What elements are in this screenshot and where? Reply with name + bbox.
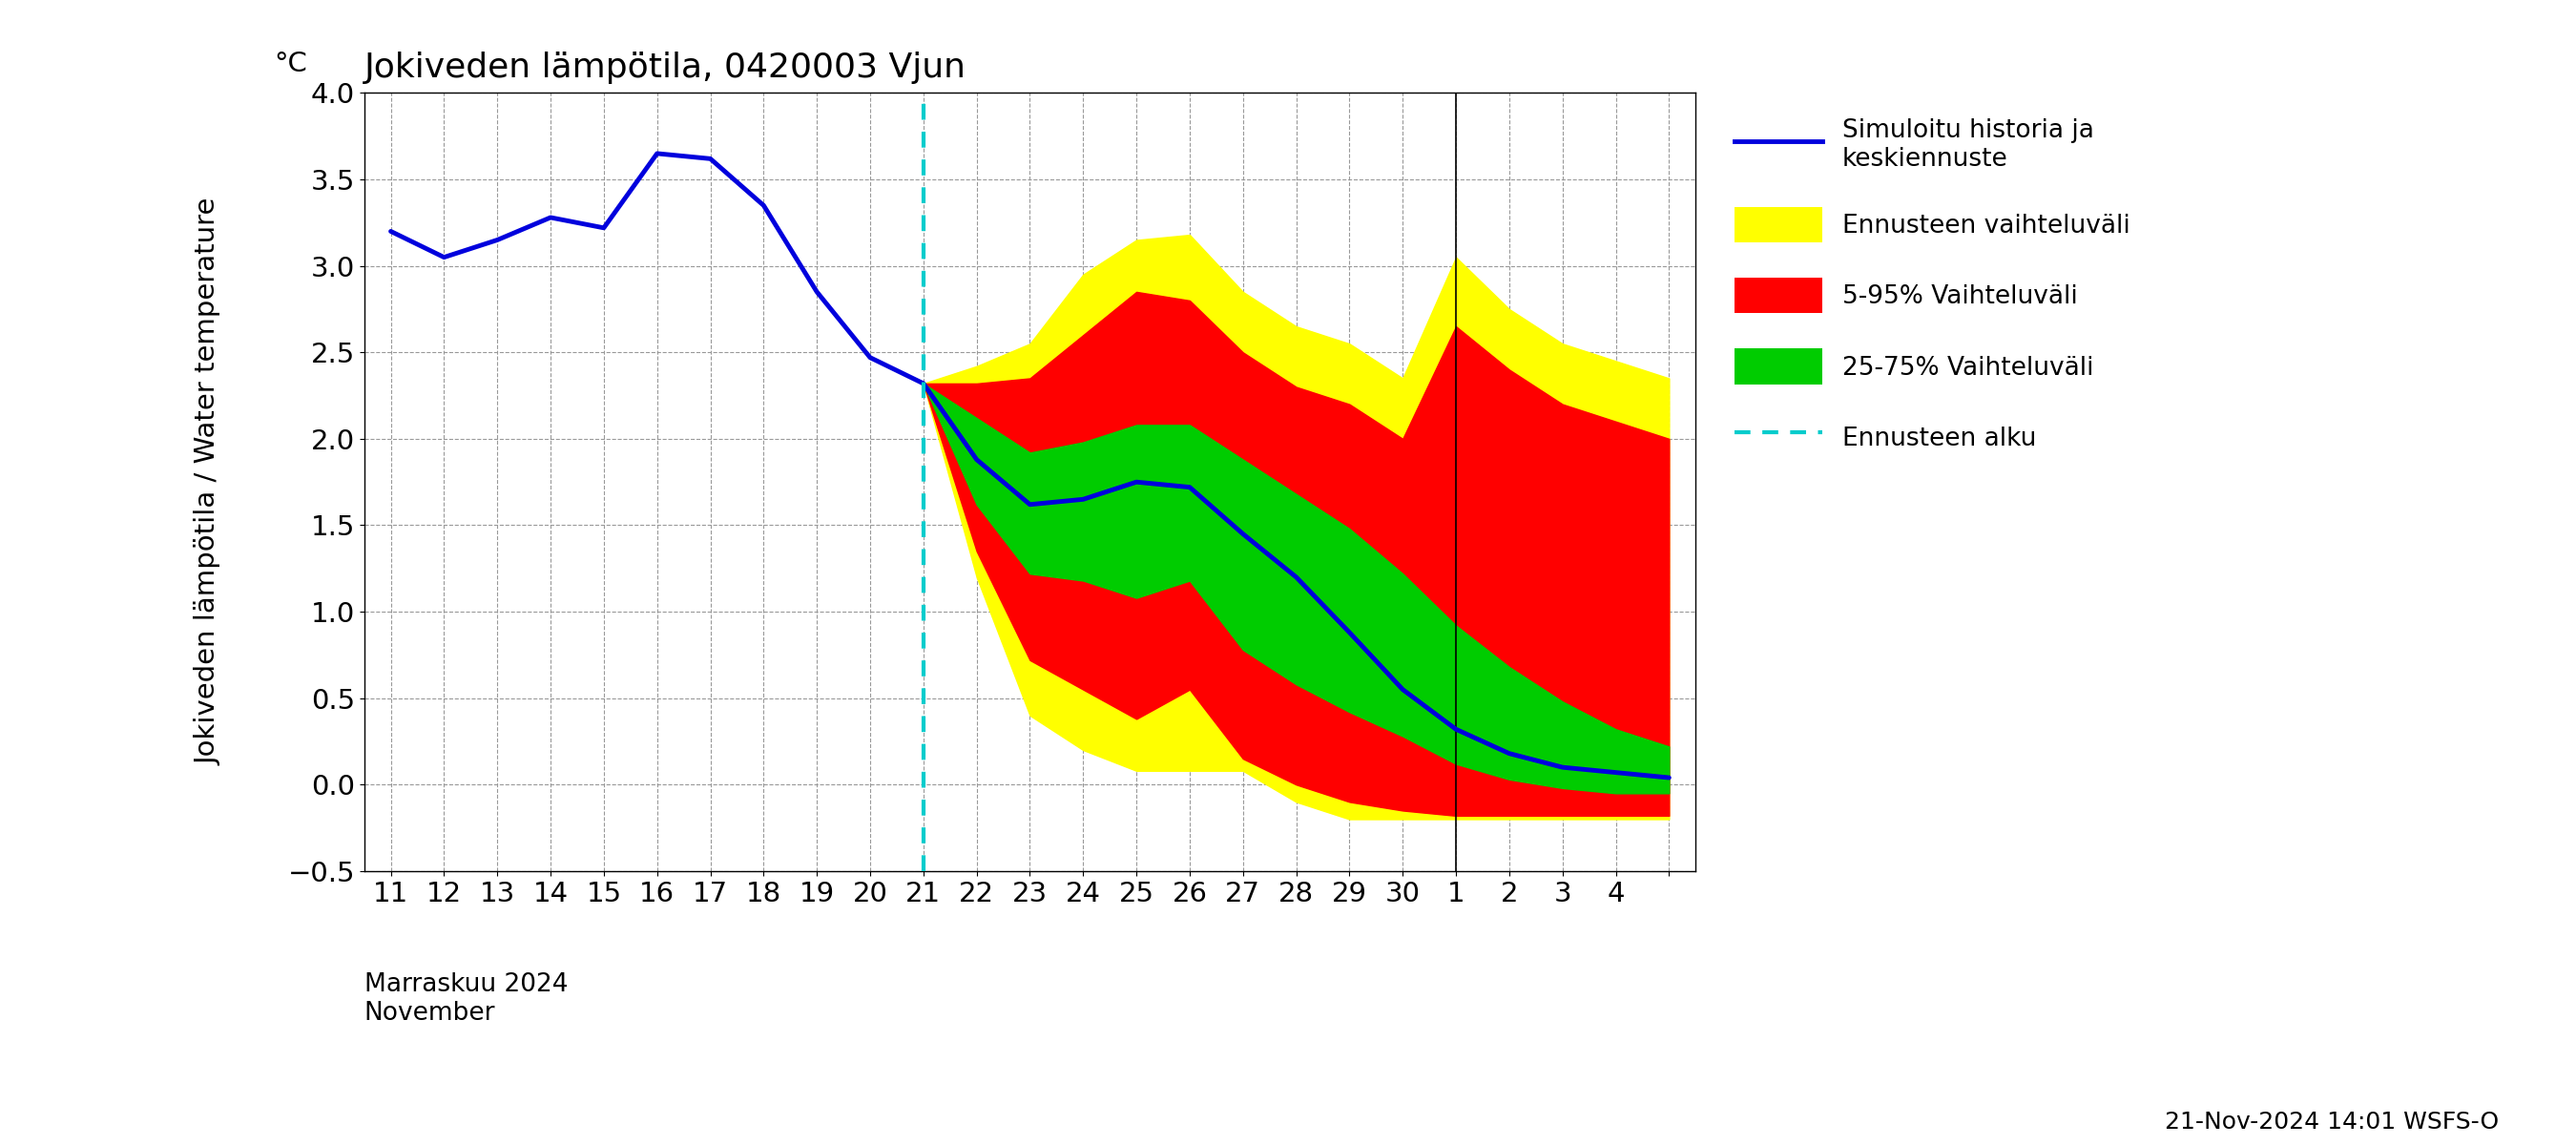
Text: 21-Nov-2024 14:01 WSFS-O: 21-Nov-2024 14:01 WSFS-O: [2164, 1111, 2499, 1134]
Text: Marraskuu 2024
November: Marraskuu 2024 November: [363, 972, 567, 1026]
Text: Jokiveden lämpötila, 0420003 Vjun: Jokiveden lämpötila, 0420003 Vjun: [363, 52, 966, 84]
Text: °C: °C: [273, 50, 307, 78]
Legend: Simuloitu historia ja
keskiennuste, Ennusteen vaihteluväli, 5-95% Vaihteluväli, : Simuloitu historia ja keskiennuste, Ennu…: [1721, 105, 2143, 468]
Y-axis label: Jokiveden lämpötila / Water temperature: Jokiveden lämpötila / Water temperature: [196, 198, 222, 766]
